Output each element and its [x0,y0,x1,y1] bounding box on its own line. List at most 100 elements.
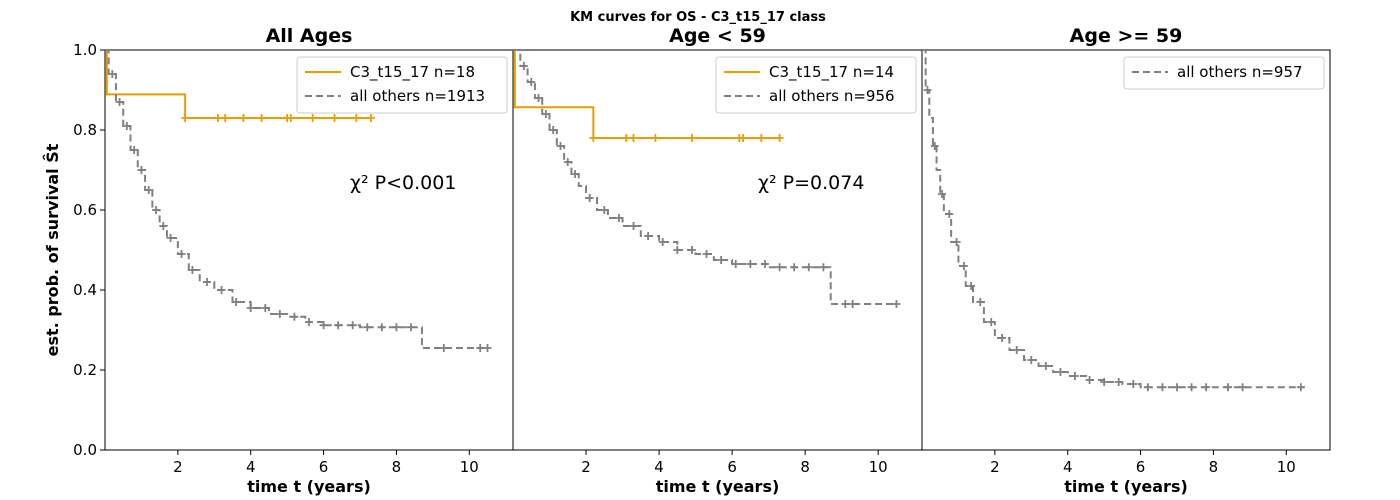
censor-mark [334,321,343,330]
censor-mark [790,263,799,272]
censor-mark [775,263,784,272]
censor-mark [651,134,660,142]
x-tick-label: 10 [1277,458,1296,476]
figure-suptitle: KM curves for OS - C3_t15_17 class [570,10,826,25]
legend-label: C3_t15_17 n=18 [350,63,475,82]
censor-mark [527,78,536,86]
y-tick-label: 0.2 [73,361,97,379]
legend-label: all others n=956 [769,87,895,105]
censor-mark [1296,383,1305,392]
censor-mark [1158,383,1167,392]
censor-mark [1012,346,1021,354]
censor-mark [1129,380,1138,388]
censor-mark [923,86,932,94]
x-tick-label: 6 [319,458,329,476]
x-tick-label: 10 [460,458,479,476]
x-tick-label: 8 [800,458,810,476]
censor-mark [841,300,850,308]
censor-mark [760,260,769,268]
censor-mark [366,114,375,122]
x-tick-label: 4 [1063,458,1073,476]
censor-mark [687,246,696,254]
censor-mark [687,134,696,142]
censor-mark [392,323,401,332]
y-tick-label: 0.8 [73,121,97,139]
censor-mark [819,263,828,272]
censor-mark [330,114,339,122]
x-axis-label: time t (years) [1064,477,1188,496]
censor-mark [534,94,543,102]
censor-mark [658,238,667,246]
censor-mark [166,234,175,242]
censor-mark [541,110,550,118]
km-series-2 [105,49,492,352]
censor-mark [108,70,117,78]
censor-mark [976,298,985,306]
censor-mark [629,134,638,142]
km-panel-3: Age >= 59 2 4 6 8 10 time t (years) all others … [921,25,1331,496]
censor-mark [930,142,939,150]
censor-mark [1143,383,1152,392]
censor-mark [731,260,740,268]
x-tick-label: 4 [654,458,664,476]
censor-mark [261,304,270,312]
censor-mark [352,114,361,122]
censor-mark [213,114,222,122]
censor-mark [232,298,241,306]
censor-mark [122,122,131,130]
censor-mark [1100,378,1109,386]
censor-mark [217,286,226,294]
censor-mark [629,222,638,230]
censor-mark [181,114,190,122]
censor-mark [130,146,139,154]
censor-mark [757,134,766,142]
censor-mark [275,310,284,318]
y-tick-label: 0.0 [73,441,97,459]
censor-mark [702,250,711,258]
censor-mark [1071,372,1079,380]
x-tick-label: 6 [727,458,737,476]
km-panel-1: All Ages 2 4 6 8 10 0.0 0.2 0.4 0.6 0.8 1.0 time t (… [43,25,514,496]
panel-title: Age < 59 [669,25,766,47]
censor-mark [998,334,1007,342]
censor-mark [439,344,448,352]
panel-title: All Ages [266,25,353,47]
censor-mark [257,114,266,122]
censor-mark [938,190,947,198]
censor-mark [945,210,954,218]
x-tick-label: 8 [392,458,402,476]
censor-mark [290,312,299,321]
censor-mark [152,206,160,214]
censor-mark [556,142,565,150]
censor-mark [286,114,295,122]
legend: C3_t15_17 n=18 all others n=1913 [296,56,508,114]
censor-mark [1187,383,1196,392]
censor-mark [571,170,580,178]
x-tick-label: 4 [246,458,256,476]
km-series-1 [922,49,1305,392]
censor-mark [967,282,976,290]
censor-mark [239,114,248,122]
censor-mark [987,318,996,326]
legend: C3_t15_17 n=14 all others n=956 [715,56,917,114]
censor-mark [188,266,197,274]
x-tick-label: 8 [1209,458,1219,476]
censor-mark [1085,376,1094,384]
censor-mark [348,321,357,330]
censor-mark [1224,383,1232,392]
km-panel-2: Age < 59 2 4 6 8 10 time t (years) C3_t15_17 n=… [512,25,923,496]
censor-mark [775,134,784,142]
x-axis-label: time t (years) [656,477,780,496]
censor-mark [476,344,485,352]
plot-frame [921,49,1331,451]
legend-label: all others n=957 [1177,63,1303,81]
censor-mark [717,256,726,264]
x-tick-label: 2 [990,458,1000,476]
censor-mark [246,304,255,312]
y-tick-label: 0.6 [73,201,97,219]
censor-mark [407,323,415,332]
censor-mark [115,98,124,106]
censor-mark [1056,368,1065,376]
km-step-line [922,49,1305,389]
censor-mark [1027,356,1036,364]
